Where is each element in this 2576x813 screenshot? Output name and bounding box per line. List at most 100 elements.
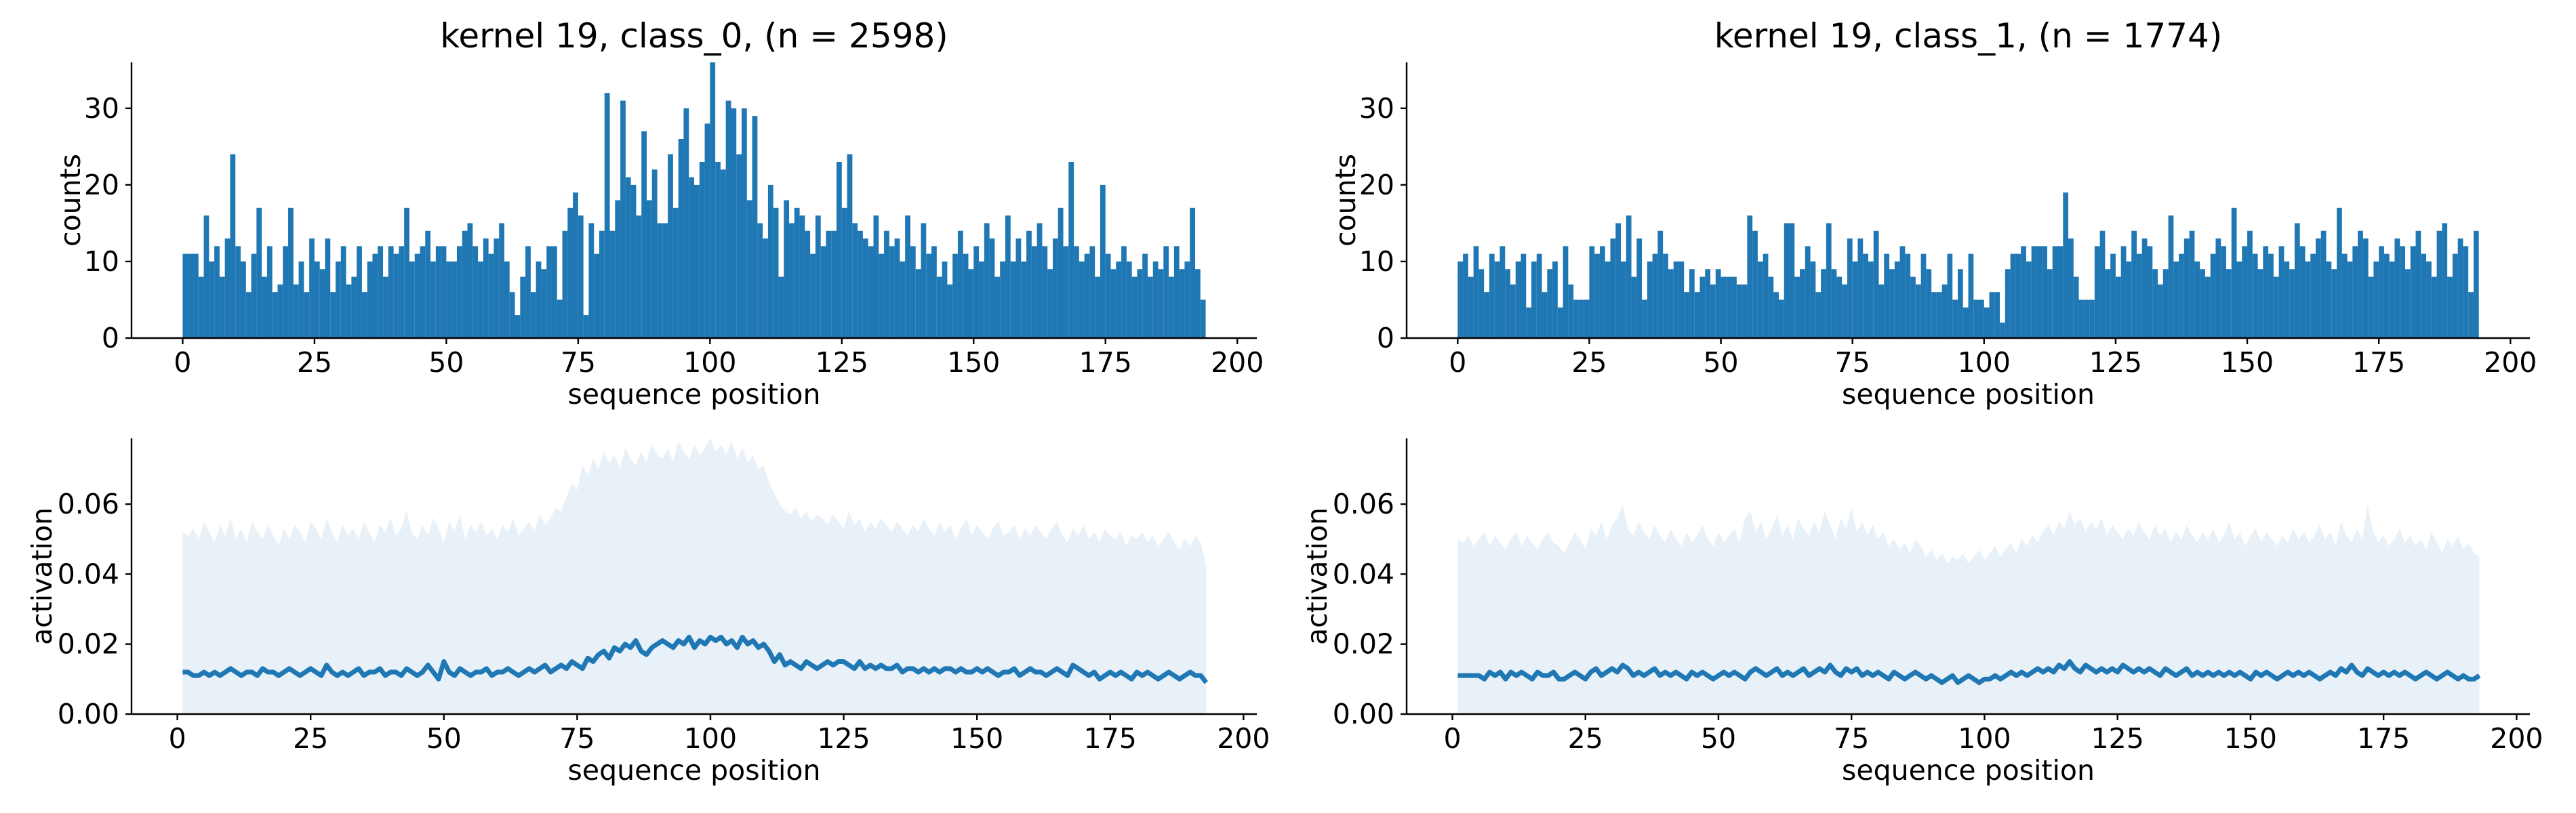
bar [1915,284,1921,338]
y-tick-label: 20 [84,169,119,201]
y-tick-label: 0.06 [1333,488,1394,520]
bar [1005,215,1011,338]
bar [947,284,953,338]
bar [1979,299,1984,338]
bar [672,207,679,338]
x-tick-label: 200 [2484,346,2537,379]
bar [715,161,721,338]
bar [1068,161,1074,338]
band-area [1457,504,2480,714]
bar [1763,253,1769,338]
bar [1947,253,1953,338]
bar [1747,215,1753,338]
x-tick-label: 0 [1449,346,1466,379]
bar [2221,246,2226,338]
bar [1521,253,1527,338]
bar [1194,269,1201,338]
bar [2226,269,2232,338]
bar [1594,253,1600,338]
x-tick-label: 150 [2224,722,2277,755]
bar [230,154,236,338]
bar [1015,238,1022,338]
bar [1720,276,1727,338]
bar [1863,253,1868,338]
bar [1810,261,1816,338]
bar [346,284,352,338]
bar [314,261,320,338]
bar [767,184,773,338]
bar [525,246,531,338]
bar [1736,284,1742,338]
bar [1868,261,1874,338]
bar [2389,261,2395,338]
bar [2352,246,2358,338]
x-tick-label: 175 [2357,722,2410,755]
bar [1757,261,1763,338]
x-tick-label: 0 [174,346,191,379]
bar [1731,276,1737,338]
bar [1957,269,1963,338]
bar [1910,276,1916,338]
bar [678,139,684,339]
bar [1042,246,1048,338]
bar [1010,261,1016,338]
bar [1468,276,1474,338]
bar [862,238,868,338]
y-tick-label: 10 [1359,245,1394,278]
bar [2242,246,2248,338]
x-axis-label: sequence position [567,378,820,411]
bar [551,246,557,338]
bar [752,116,758,338]
bar [710,62,716,338]
bar [2183,238,2190,338]
bar [2337,207,2342,338]
bar [235,246,241,338]
bar [1531,261,1537,338]
bar [731,108,737,339]
bar [441,246,447,338]
bar [1163,246,1169,338]
bar [2063,192,2069,338]
bar [288,207,294,338]
bar [330,292,336,338]
bar [388,246,394,338]
bar [1074,246,1079,338]
bar [773,207,779,338]
bar [826,230,832,338]
bar [957,230,963,338]
bar [340,246,346,338]
bar [277,284,283,338]
y-axis-label: counts [54,154,87,247]
y-axis-label: activation [1301,507,1333,645]
bar [399,246,405,338]
bar [488,253,494,338]
bar [2421,253,2427,338]
y-tick-label: 30 [84,92,119,125]
bar [193,253,199,338]
bar [2289,269,2295,338]
bar [414,253,420,338]
bar [1710,284,1716,338]
bar [720,169,726,338]
bar [1968,253,1974,338]
bar [742,108,747,339]
bar [979,261,984,338]
bar [2331,269,2337,338]
bar [1478,269,1485,338]
bar [2347,261,2353,338]
bar [1699,276,1706,338]
bar [973,246,980,338]
bar [815,215,821,338]
bar [1889,269,1895,338]
y-tick-label: 0.04 [1333,558,1394,590]
bar [1678,261,1685,338]
x-tick-label: 50 [426,722,462,755]
x-tick-label: 25 [1568,722,1603,755]
bar [357,246,362,338]
bar [2268,253,2274,338]
bar [662,223,668,338]
bar [1484,292,1489,338]
bar [1526,307,1532,338]
bar [1500,246,1506,338]
